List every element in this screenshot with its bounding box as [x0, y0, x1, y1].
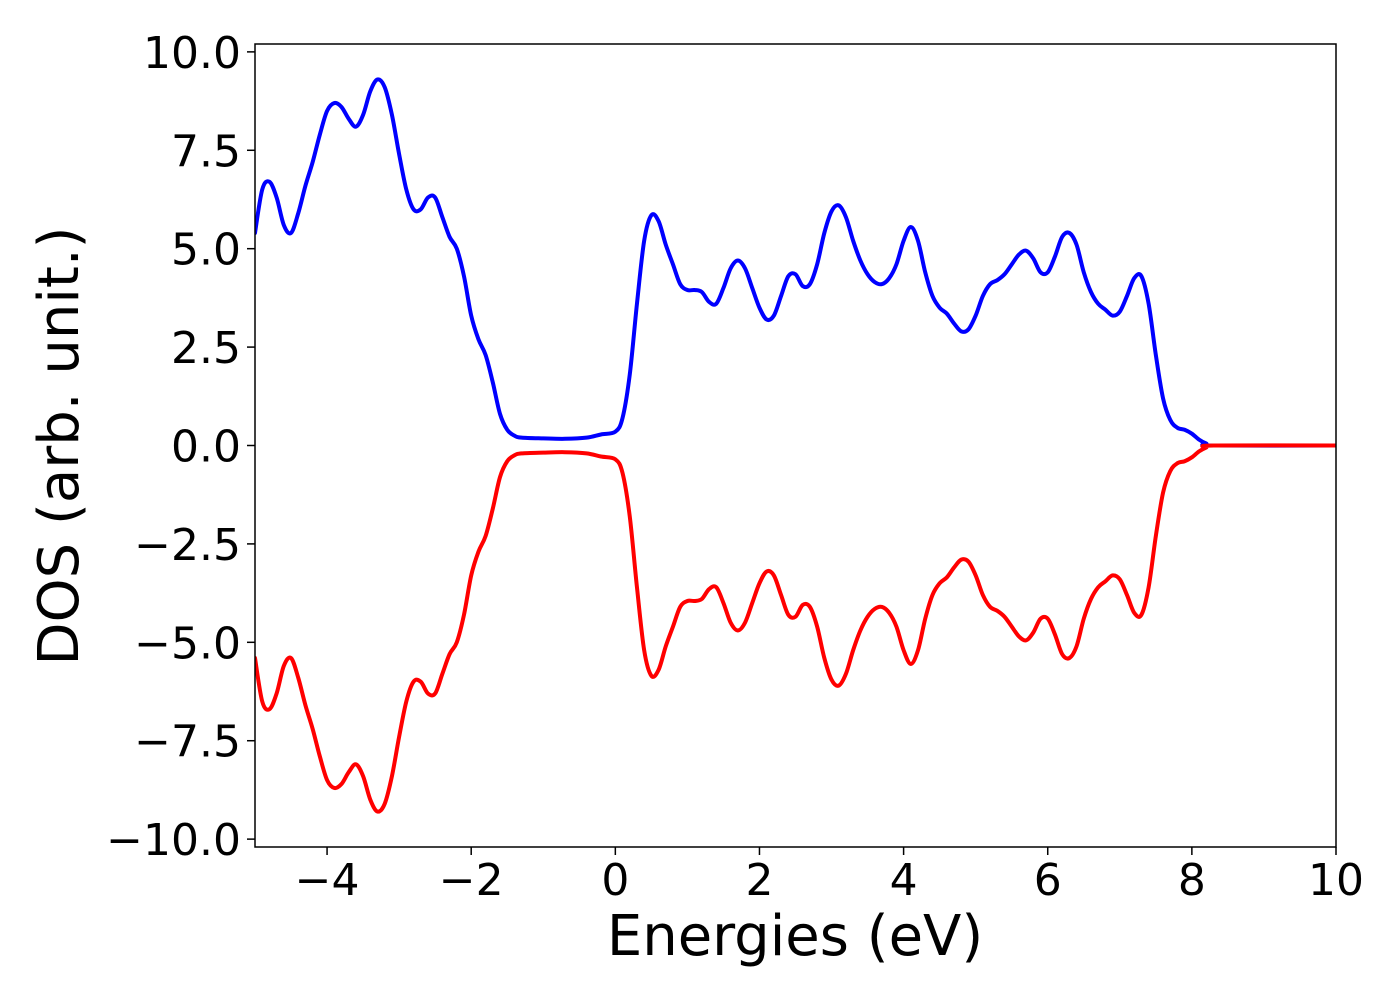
y-tick-label: 10.0 [143, 28, 241, 79]
series-layer [255, 77, 1336, 814]
y-tick-label: 7.5 [171, 126, 241, 177]
x-tick-label: 0 [601, 855, 629, 906]
x-tick-label: 8 [1178, 855, 1206, 906]
y-tick-label: 0.0 [171, 422, 241, 473]
y-axis-title: DOS (arb. unit.) [27, 226, 92, 665]
x-tick-label: 2 [745, 855, 773, 906]
y-tick-label: −2.5 [134, 520, 241, 571]
x-axis-ticks: −4 −2 0 2 4 6 8 10 [295, 847, 1364, 906]
x-tick-label: 4 [890, 855, 918, 906]
y-tick-label: −10.0 [106, 815, 241, 866]
dos-line-blue [255, 77, 1336, 448]
x-tick-label: 6 [1034, 855, 1062, 906]
x-tick-label: −4 [295, 855, 360, 906]
x-tick-label: 10 [1308, 855, 1364, 906]
plot-background [255, 44, 1336, 847]
y-axis-ticks: 10.0 7.5 5.0 2.5 0.0 −2.5 −5.0 −7.5 −10.0 [106, 28, 255, 866]
x-tick-label: −2 [439, 855, 504, 906]
y-tick-label: 5.0 [171, 225, 241, 276]
dos-line-red [255, 443, 1336, 814]
x-axis-title: Energies (eV) [607, 904, 983, 969]
y-tick-label: −7.5 [134, 717, 241, 768]
y-tick-label: 2.5 [171, 323, 241, 374]
y-tick-label: −5.0 [134, 618, 241, 669]
